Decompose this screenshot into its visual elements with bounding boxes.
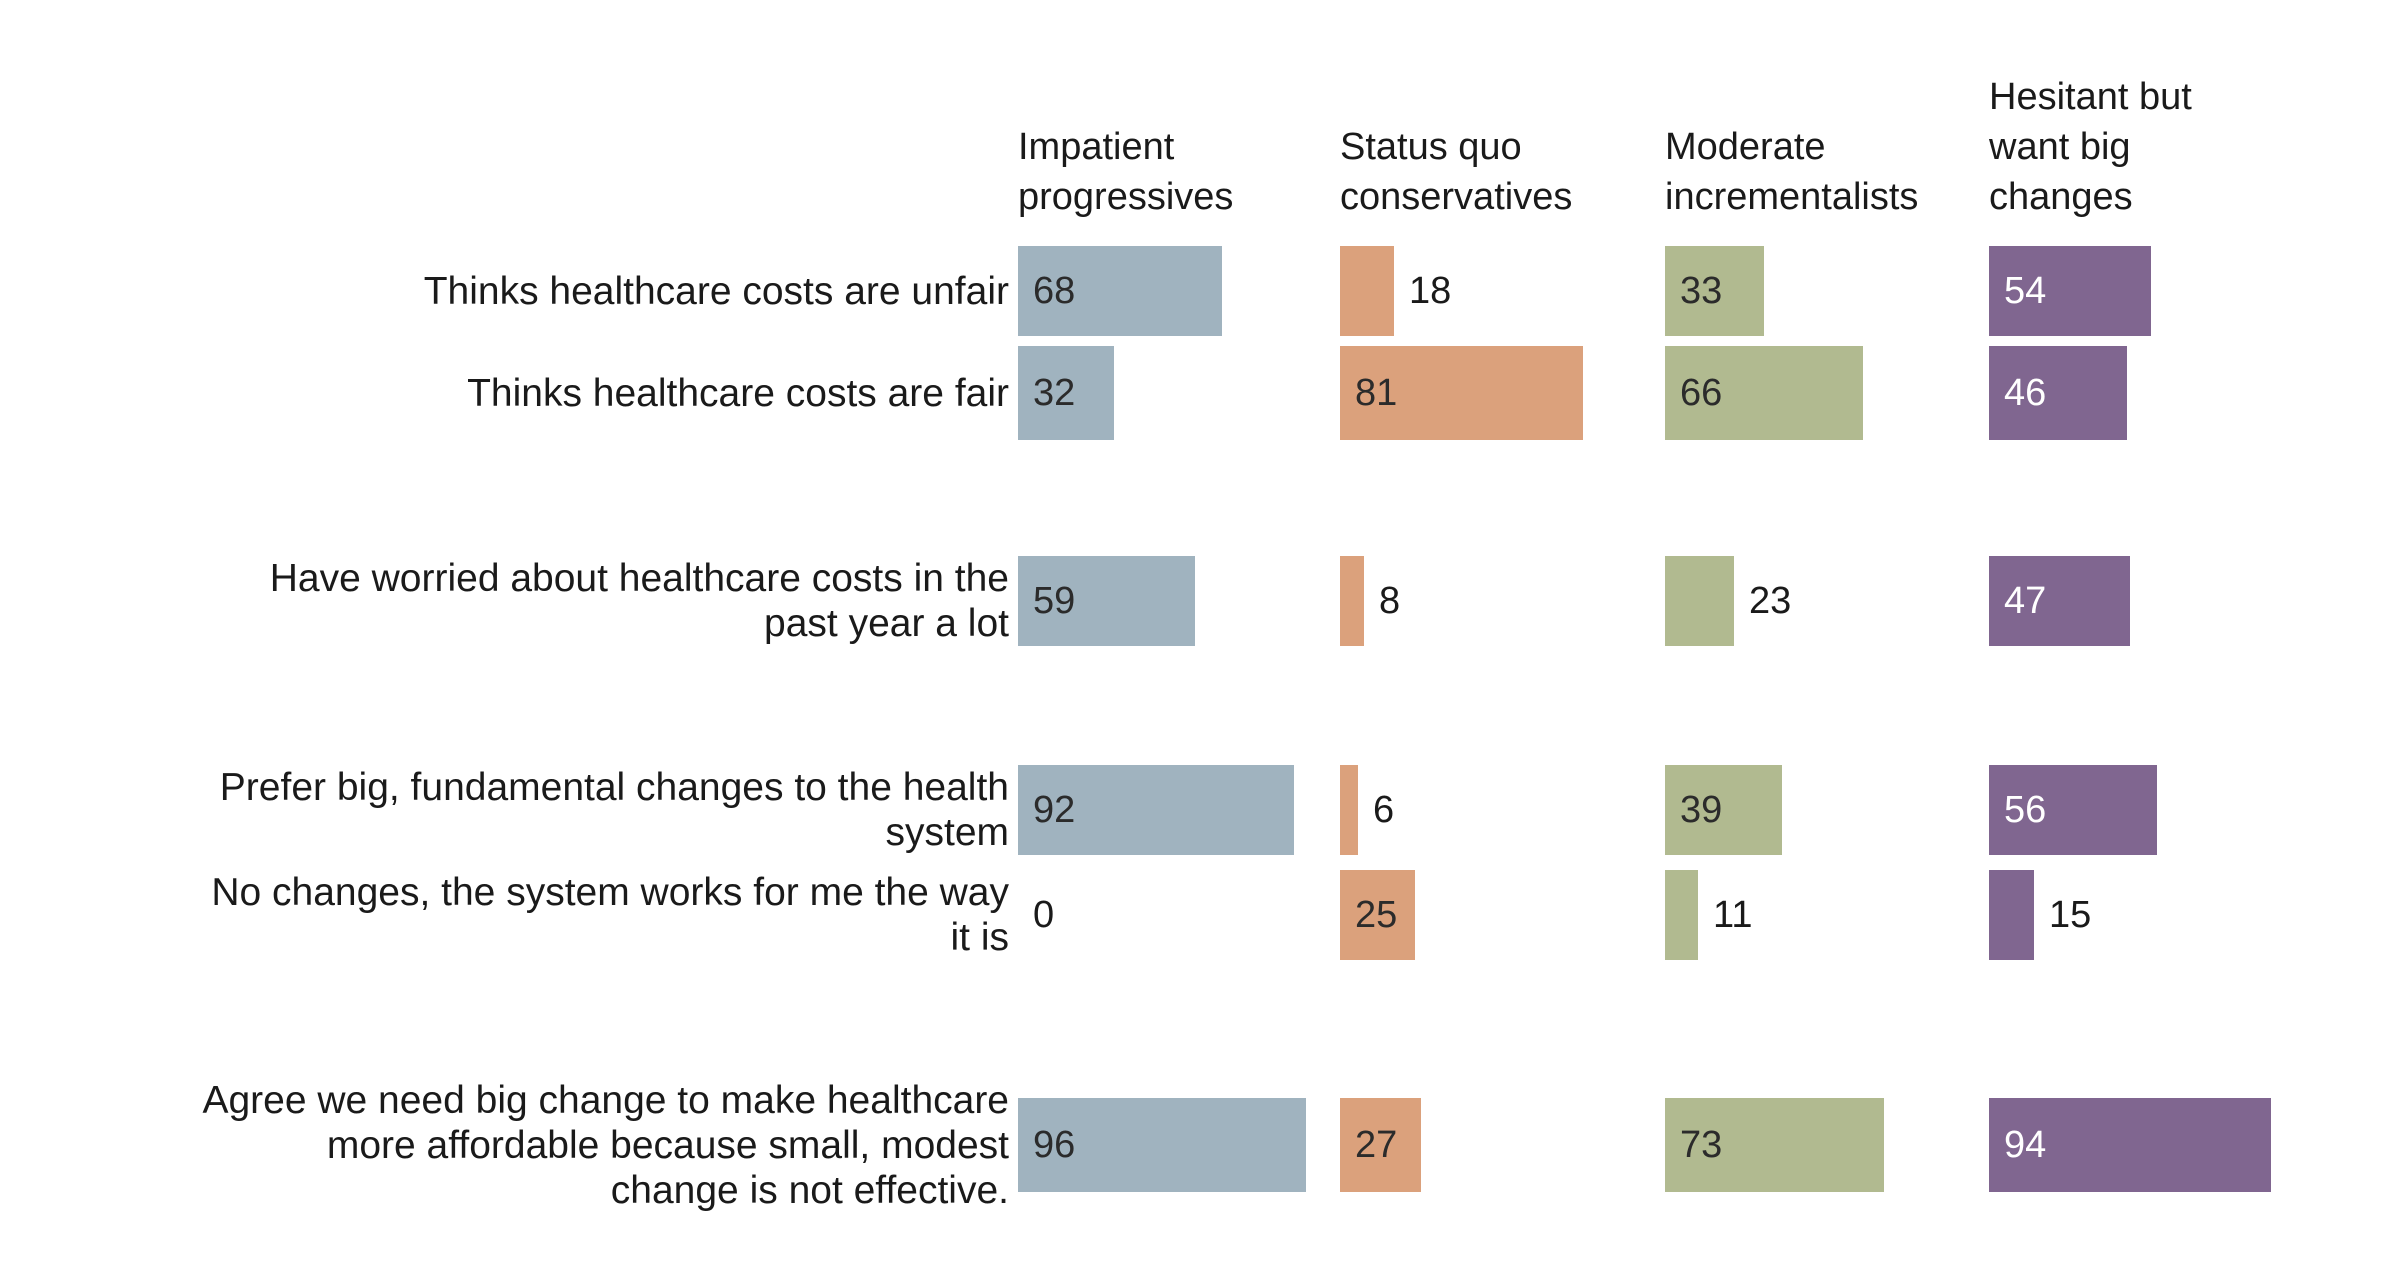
data-label: 8 bbox=[1379, 580, 1401, 622]
bar bbox=[1989, 765, 2157, 855]
data-label: 68 bbox=[1033, 270, 1076, 312]
data-label: 66 bbox=[1680, 372, 1723, 414]
bar bbox=[1018, 246, 1222, 336]
bar bbox=[1340, 556, 1364, 646]
data-label: 32 bbox=[1033, 372, 1076, 414]
column-header: Moderate incrementalists bbox=[1665, 126, 1919, 218]
bar bbox=[1665, 556, 1734, 646]
data-label: 56 bbox=[2004, 789, 2047, 831]
data-label: 33 bbox=[1680, 270, 1723, 312]
data-label: 18 bbox=[1409, 270, 1452, 312]
bar bbox=[1989, 870, 2034, 960]
bar bbox=[1340, 246, 1394, 336]
bar bbox=[1665, 346, 1863, 440]
bar bbox=[1665, 870, 1698, 960]
data-label: 39 bbox=[1680, 789, 1723, 831]
data-label: 27 bbox=[1355, 1124, 1398, 1166]
row-label: Thinks healthcare costs are fair bbox=[467, 371, 1009, 415]
data-label: 92 bbox=[1033, 789, 1076, 831]
data-label: 96 bbox=[1033, 1124, 1076, 1166]
bar bbox=[1018, 346, 1114, 440]
bar bbox=[1665, 765, 1782, 855]
bar bbox=[1989, 346, 2127, 440]
data-label: 47 bbox=[2004, 580, 2047, 622]
row-label: Have worried about healthcare costs in t… bbox=[269, 557, 1009, 645]
data-label: 0 bbox=[1033, 894, 1055, 936]
data-label: 23 bbox=[1749, 580, 1792, 622]
bar bbox=[1018, 556, 1195, 646]
bar bbox=[1018, 765, 1294, 855]
bar bbox=[1989, 1098, 2271, 1192]
data-label: 15 bbox=[2049, 894, 2092, 936]
bar bbox=[1340, 870, 1415, 960]
column-header: Impatient progressives bbox=[1018, 126, 1234, 218]
data-label: 81 bbox=[1355, 372, 1398, 414]
data-label: 73 bbox=[1680, 1124, 1723, 1166]
bar bbox=[1989, 246, 2151, 336]
data-label: 11 bbox=[1713, 894, 1753, 936]
data-label: 6 bbox=[1373, 789, 1395, 831]
row-label: Agree we need big change to make healthc… bbox=[202, 1078, 1009, 1212]
row-label: Prefer big, fundamental changes to the h… bbox=[219, 766, 1009, 854]
bar bbox=[1340, 346, 1583, 440]
column-header: Hesitant but want big changes bbox=[1989, 76, 2192, 218]
bar bbox=[1340, 765, 1358, 855]
bar bbox=[1340, 1098, 1421, 1192]
data-label: 94 bbox=[2004, 1124, 2047, 1166]
bar bbox=[1665, 1098, 1884, 1192]
bar bbox=[1665, 246, 1764, 336]
column-header: Status quo conservatives bbox=[1340, 126, 1573, 218]
bar bbox=[1018, 1098, 1306, 1192]
data-label: 46 bbox=[2004, 372, 2047, 414]
bar bbox=[1989, 556, 2130, 646]
data-label: 54 bbox=[2004, 270, 2047, 312]
row-label: Thinks healthcare costs are unfair bbox=[423, 269, 1009, 313]
row-label: No changes, the system works for me the … bbox=[211, 871, 1009, 959]
data-label: 25 bbox=[1355, 894, 1398, 936]
data-label: 59 bbox=[1033, 580, 1076, 622]
